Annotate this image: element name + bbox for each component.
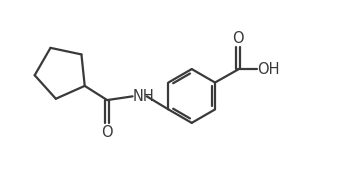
Text: OH: OH [258, 62, 280, 77]
Text: NH: NH [133, 89, 155, 104]
Text: O: O [101, 125, 113, 141]
Text: O: O [232, 30, 244, 45]
